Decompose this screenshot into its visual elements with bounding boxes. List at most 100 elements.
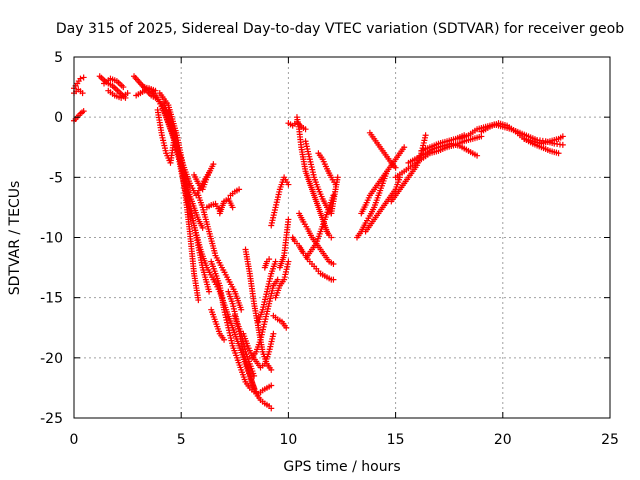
series-arc-41 xyxy=(354,144,408,241)
data-point xyxy=(266,256,273,263)
data-point xyxy=(559,141,566,148)
y-tick-label: -15 xyxy=(40,291,63,307)
data-point xyxy=(241,351,248,358)
data-point xyxy=(195,297,202,304)
data-point xyxy=(330,260,337,267)
series-arc-42 xyxy=(358,168,391,217)
y-tick-label: -20 xyxy=(40,351,63,367)
series-arc-51 xyxy=(521,133,566,147)
series-arc-18 xyxy=(208,258,275,397)
series-arc-35 xyxy=(293,114,335,241)
data-point xyxy=(233,320,240,327)
y-tick-label: -25 xyxy=(40,411,63,427)
grid-lines xyxy=(74,57,610,418)
data-point xyxy=(422,132,429,139)
x-tick-label: 5 xyxy=(177,432,186,448)
series-arc-19 xyxy=(208,306,228,343)
x-tick-label: 10 xyxy=(279,432,297,448)
data-point xyxy=(268,382,275,389)
series-arc-31 xyxy=(272,258,292,301)
data-point xyxy=(124,90,131,97)
data-point xyxy=(555,150,562,157)
series-arc-32 xyxy=(276,216,292,271)
data-point xyxy=(270,330,277,337)
x-tick-labels: 0 5 10 15 20 25 xyxy=(70,432,619,448)
data-point xyxy=(232,315,239,322)
data-point xyxy=(285,258,292,265)
series-arc-40 xyxy=(328,174,341,217)
series-arc-26 xyxy=(248,276,281,361)
series-arc-27 xyxy=(255,258,279,325)
data-point xyxy=(392,164,399,171)
data-point xyxy=(233,317,240,324)
data-point xyxy=(77,75,84,82)
series-arc-10 xyxy=(143,85,206,231)
series-arc-28 xyxy=(261,256,273,271)
data-point xyxy=(210,161,217,168)
data-point xyxy=(240,348,247,355)
data-point xyxy=(401,144,408,151)
data-point xyxy=(79,90,86,97)
y-tick-labels: -25 -20 -15 -10 -5 0 5 xyxy=(40,50,63,427)
series-arc-21 xyxy=(227,186,243,199)
y-tick-label: -10 xyxy=(40,231,63,247)
data-point xyxy=(272,258,279,265)
series-arc-29 xyxy=(268,174,292,229)
data-point xyxy=(241,354,248,361)
series-arc-20 xyxy=(216,195,236,217)
data-point xyxy=(251,372,258,379)
data-point xyxy=(334,174,341,181)
data-point xyxy=(243,361,250,368)
data-point xyxy=(236,186,243,193)
data-point xyxy=(243,359,250,366)
data-point xyxy=(206,288,213,295)
series-arc-38 xyxy=(304,192,337,259)
y-tick-label: 0 xyxy=(54,110,63,126)
series-arc-30 xyxy=(270,312,290,331)
data-points xyxy=(71,73,566,412)
data-point xyxy=(328,234,335,241)
data-point xyxy=(285,181,292,188)
data-point xyxy=(242,356,249,363)
data-point xyxy=(234,323,241,330)
data-point xyxy=(268,405,275,412)
data-point xyxy=(231,312,238,319)
data-point xyxy=(235,325,242,332)
data-point xyxy=(474,152,481,159)
series-arc-15 xyxy=(191,161,217,193)
data-point xyxy=(285,216,292,223)
y-tick-label: -5 xyxy=(49,170,63,186)
axis-ticks xyxy=(73,56,611,419)
data-point xyxy=(268,366,275,373)
data-point xyxy=(274,276,281,283)
x-tick-label: 15 xyxy=(387,432,405,448)
data-point xyxy=(559,133,566,140)
series-arc-34 xyxy=(289,234,337,283)
series-arc-44 xyxy=(366,129,399,171)
series-arc-25 xyxy=(242,246,275,373)
series-arc-46 xyxy=(392,133,485,181)
data-point xyxy=(330,276,337,283)
y-axis-label: SDTVAR / TECUs xyxy=(7,181,23,296)
x-tick-label: 0 xyxy=(70,432,79,448)
x-axis-label: GPS time / hours xyxy=(283,459,400,475)
data-point xyxy=(384,168,391,175)
data-point xyxy=(221,336,228,343)
series-arc-06 xyxy=(105,87,131,101)
chart-title: Day 315 of 2025, Sidereal Day-to-day VTE… xyxy=(56,21,624,37)
series-arc-01 xyxy=(71,108,87,124)
data-point xyxy=(80,74,87,81)
series-arc-50 xyxy=(478,120,562,157)
y-tick-label: 5 xyxy=(54,50,63,66)
series-arc-05 xyxy=(101,75,127,91)
data-point xyxy=(283,324,290,331)
data-point xyxy=(120,84,127,91)
series-arc-39 xyxy=(315,150,339,188)
data-point xyxy=(238,306,245,313)
data-point xyxy=(229,204,236,211)
data-point xyxy=(199,224,206,231)
x-tick-label: 25 xyxy=(601,432,619,448)
data-point xyxy=(80,108,87,115)
x-tick-label: 20 xyxy=(494,432,512,448)
